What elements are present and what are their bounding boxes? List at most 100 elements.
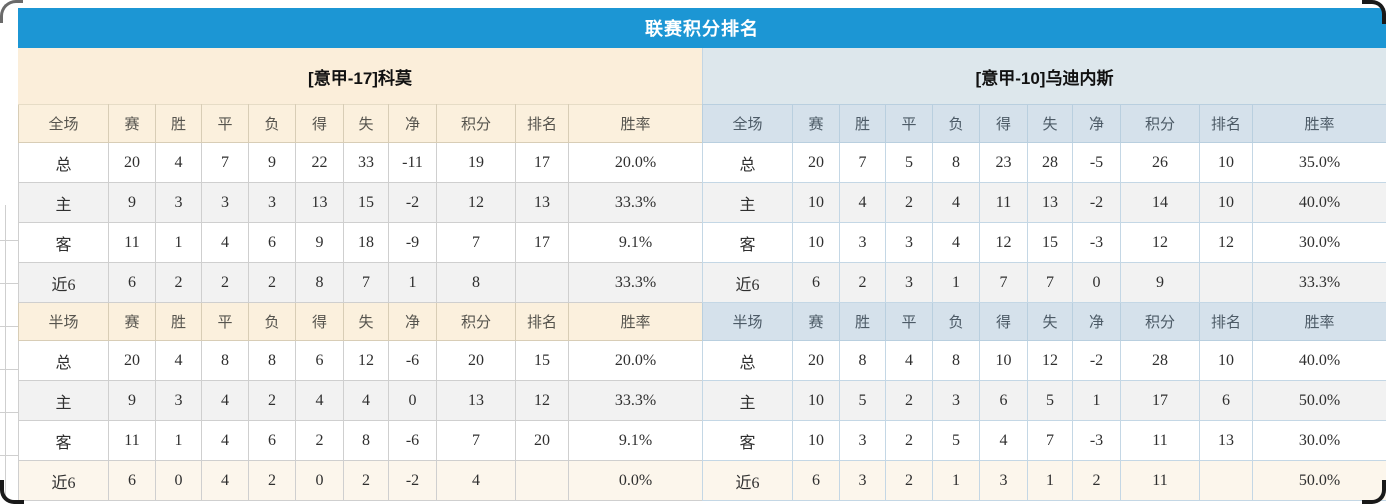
stat-value: 4	[885, 340, 933, 381]
stat-value: 10	[792, 222, 840, 263]
win-rate-value: 33.3%	[1252, 262, 1386, 303]
rounded-corner-top-right	[1362, 0, 1386, 24]
stats-row-home: 主 9 3 3 3 13 15 -2 12 13 33.3%	[18, 182, 703, 223]
stat-column-header: 得	[979, 302, 1028, 341]
win-rate-value: 33.3%	[568, 380, 703, 421]
stat-value: 6	[108, 460, 156, 501]
rank-value	[515, 460, 569, 501]
team-name-como: [意甲-17]科莫	[18, 48, 702, 104]
scope-header: 半场	[18, 302, 109, 341]
win-rate-value: 30.0%	[1252, 222, 1386, 263]
stat-value: 4	[839, 182, 886, 223]
rank-value	[515, 262, 569, 303]
rank-value: 6	[1199, 380, 1253, 421]
stats-row-total: 总 20 4 8 8 6 12 -6 20 15 20.0%	[18, 340, 703, 381]
stat-value: 7	[201, 142, 249, 183]
stat-value: 15	[1027, 222, 1073, 263]
stat-value: 4	[201, 380, 249, 421]
background-table-fragment	[0, 198, 18, 498]
row-label: 总	[18, 340, 109, 381]
win-rate-value: 40.0%	[1252, 182, 1386, 223]
stat-value: 3	[839, 460, 886, 501]
stat-column-header: 负	[932, 302, 980, 341]
stat-value: 1	[388, 262, 437, 303]
column-header-row: 全场赛胜平负得失净积分 排名 胜率	[18, 104, 703, 143]
stat-column-header: 负	[248, 104, 296, 143]
stat-value: 8	[839, 340, 886, 381]
stat-value: 4	[201, 222, 249, 263]
points-value: 7	[436, 222, 516, 263]
stat-value: 1	[155, 420, 202, 461]
stat-value: 10	[792, 420, 840, 461]
rounded-corner-top-left	[0, 0, 23, 23]
stat-column-header: 得	[295, 104, 344, 143]
stat-value: 6	[295, 340, 344, 381]
stat-value: -2	[1072, 340, 1121, 381]
row-label: 总	[18, 142, 109, 183]
points-value: 7	[436, 420, 516, 461]
stats-row-recent: 近6 6 2 2 2 8 7 1 8 33.3%	[18, 262, 703, 303]
stat-column-header: 净	[388, 302, 437, 341]
stat-column-header: 胜	[839, 104, 886, 143]
row-label: 近6	[702, 262, 793, 303]
win-rate-value: 50.0%	[1252, 380, 1386, 421]
stat-column-header: 胜	[155, 104, 202, 143]
stat-value: 2	[248, 262, 296, 303]
points-value: 19	[436, 142, 516, 183]
stat-value: 3	[248, 182, 296, 223]
rank-value: 10	[1199, 340, 1253, 381]
stat-value: 28	[1027, 142, 1073, 183]
stat-column-header: 净	[388, 104, 437, 143]
stat-value: -6	[388, 340, 437, 381]
rate-column-header: 胜率	[568, 302, 703, 341]
points-value: 14	[1120, 182, 1200, 223]
points-value: 9	[1120, 262, 1200, 303]
stat-value: 3	[979, 460, 1028, 501]
win-rate-value: 0.0%	[568, 460, 703, 501]
stat-value: 20	[792, 340, 840, 381]
row-label: 客	[18, 420, 109, 461]
row-label: 主	[18, 182, 109, 223]
stat-value: 8	[295, 262, 344, 303]
rank-value: 12	[515, 380, 569, 421]
stat-value: 1	[932, 460, 980, 501]
stat-value: 5	[932, 420, 980, 461]
stat-column-header: 失	[1027, 104, 1073, 143]
stat-value: 2	[839, 262, 886, 303]
stat-value: 7	[1027, 420, 1073, 461]
rank-column-header: 排名	[1199, 302, 1253, 341]
stat-column-header: 平	[885, 104, 933, 143]
points-value: 12	[436, 182, 516, 223]
stat-value: 3	[201, 182, 249, 223]
rank-value: 17	[515, 142, 569, 183]
stat-value: 6	[108, 262, 156, 303]
points-column-header: 积分	[1120, 302, 1200, 341]
stat-value: 6	[792, 460, 840, 501]
rank-column-header: 排名	[1199, 104, 1253, 143]
win-rate-value: 33.3%	[568, 182, 703, 223]
stat-column-header: 赛	[108, 302, 156, 341]
stat-column-header: 失	[343, 302, 389, 341]
rank-value: 12	[1199, 222, 1253, 263]
stat-column-header: 得	[979, 104, 1028, 143]
stat-value: -11	[388, 142, 437, 183]
stat-column-header: 得	[295, 302, 344, 341]
row-label: 客	[702, 420, 793, 461]
stat-value: 13	[295, 182, 344, 223]
stat-value: 9	[295, 222, 344, 263]
stat-value: 3	[839, 222, 886, 263]
rank-value: 13	[1199, 420, 1253, 461]
stat-value: 2	[885, 380, 933, 421]
stat-value: 4	[343, 380, 389, 421]
stat-value: 8	[932, 142, 980, 183]
rate-column-header: 胜率	[1252, 104, 1386, 143]
stat-value: 9	[108, 380, 156, 421]
stat-value: 13	[1027, 182, 1073, 223]
stat-column-header: 胜	[155, 302, 202, 341]
rate-column-header: 胜率	[568, 104, 703, 143]
stat-value: 1	[1072, 380, 1121, 421]
stats-row-recent: 近6 6 0 4 2 0 2 -2 4 0.0%	[18, 460, 703, 501]
stats-row-total: 总 20 4 7 9 22 33 -11 19 17 20.0%	[18, 142, 703, 183]
stat-column-header: 胜	[839, 302, 886, 341]
rate-column-header: 胜率	[1252, 302, 1386, 341]
